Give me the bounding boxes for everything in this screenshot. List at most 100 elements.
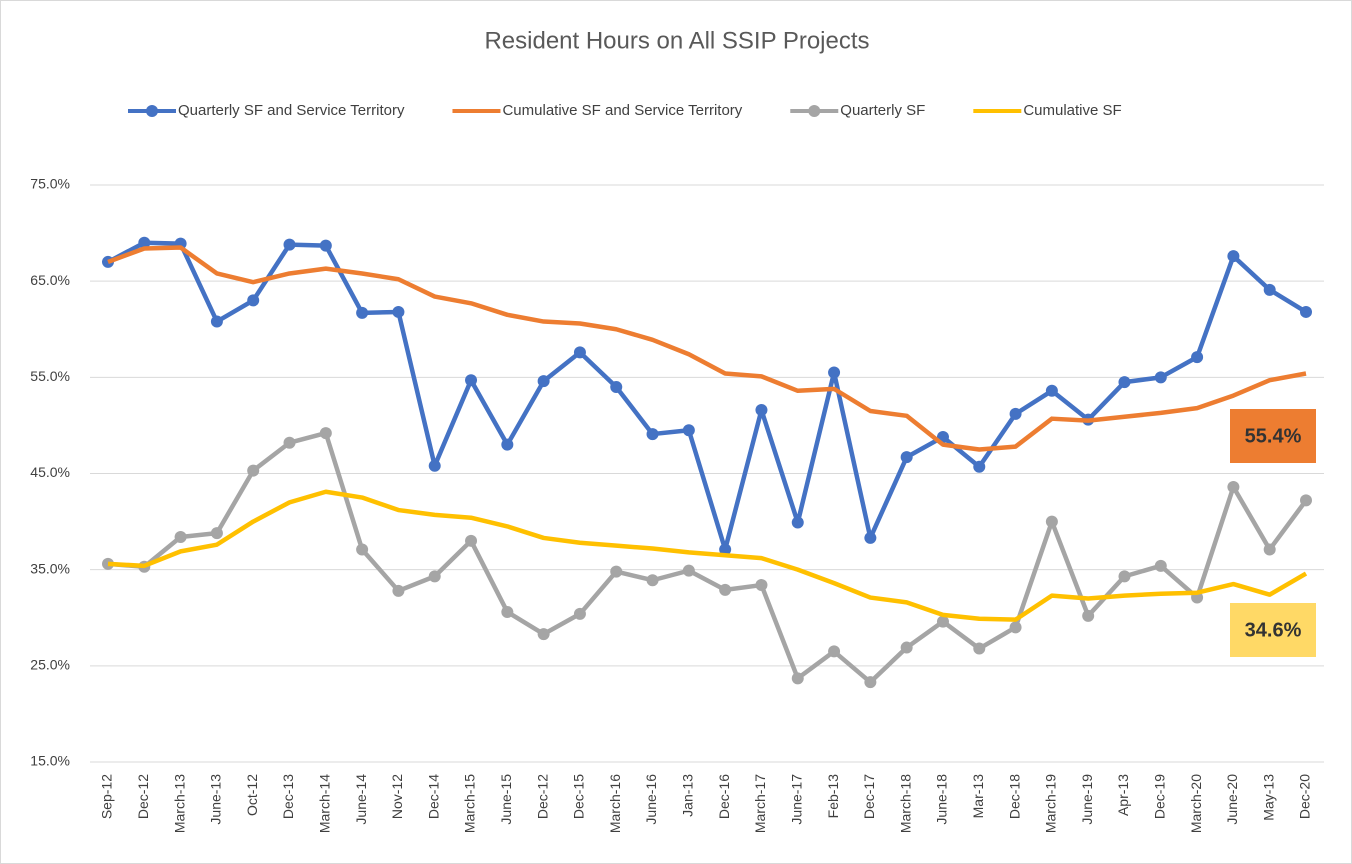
point bbox=[1300, 305, 1312, 318]
x-tick-label: March-16 bbox=[607, 774, 623, 833]
point bbox=[719, 543, 732, 556]
point bbox=[1300, 494, 1312, 507]
annotation-label: 34.6% bbox=[1245, 619, 1302, 641]
point bbox=[319, 239, 332, 252]
x-tick-label: Dec-12 bbox=[534, 774, 550, 819]
x-tick-label: June-16 bbox=[643, 774, 659, 825]
legend-marker bbox=[808, 105, 821, 117]
x-tick-label: March-19 bbox=[1043, 774, 1059, 833]
point bbox=[210, 315, 223, 328]
point bbox=[646, 428, 659, 441]
point bbox=[537, 628, 550, 641]
point bbox=[1009, 621, 1022, 634]
x-tick-label: June-13 bbox=[208, 774, 224, 825]
x-tick-label: Dec-14 bbox=[425, 774, 441, 819]
point bbox=[900, 641, 913, 654]
point bbox=[1082, 609, 1095, 622]
point bbox=[900, 451, 913, 464]
point bbox=[537, 375, 550, 388]
point bbox=[1263, 543, 1276, 556]
point bbox=[864, 676, 877, 689]
y-tick-label: 35.0% bbox=[30, 560, 70, 576]
x-tick-label: Dec-17 bbox=[861, 774, 877, 819]
point bbox=[501, 605, 514, 618]
x-tick-label: June-18 bbox=[934, 774, 950, 825]
x-tick-label: Mar-13 bbox=[970, 774, 986, 819]
point bbox=[682, 564, 695, 577]
point bbox=[356, 306, 369, 319]
x-tick-label: Dec-13 bbox=[280, 774, 296, 819]
y-tick-label: 75.0% bbox=[30, 176, 70, 192]
point bbox=[428, 570, 441, 583]
point bbox=[501, 438, 514, 451]
point bbox=[573, 346, 586, 359]
x-tick-label: Dec-12 bbox=[135, 774, 151, 819]
point bbox=[864, 531, 877, 544]
point bbox=[610, 565, 623, 578]
point bbox=[319, 427, 332, 440]
x-tick-label: Dec-18 bbox=[1006, 774, 1022, 819]
point bbox=[755, 404, 768, 417]
y-tick-label: 65.0% bbox=[30, 272, 70, 288]
point bbox=[828, 645, 841, 658]
legend-label: Quarterly SF and Service Territory bbox=[178, 102, 405, 119]
point bbox=[247, 464, 260, 477]
point bbox=[936, 615, 949, 628]
point bbox=[392, 305, 405, 318]
point bbox=[283, 238, 296, 251]
x-tick-label: March-13 bbox=[171, 774, 187, 833]
point bbox=[356, 543, 369, 556]
x-tick-label: March-18 bbox=[897, 774, 913, 833]
y-tick-label: 45.0% bbox=[30, 464, 70, 480]
point bbox=[973, 642, 986, 655]
x-tick-label: June-14 bbox=[353, 774, 369, 825]
point bbox=[646, 574, 659, 587]
point bbox=[1154, 559, 1167, 572]
y-tick-label: 55.0% bbox=[30, 368, 70, 384]
point bbox=[791, 672, 804, 685]
series-line bbox=[106, 240, 1308, 552]
point bbox=[828, 366, 841, 379]
point bbox=[973, 460, 986, 473]
x-tick-label: June-19 bbox=[1079, 774, 1095, 825]
series-line bbox=[107, 489, 1308, 622]
point bbox=[1009, 407, 1022, 420]
x-tick-label: Dec-15 bbox=[571, 774, 587, 819]
point bbox=[283, 436, 296, 449]
x-tick-label: June-20 bbox=[1224, 774, 1240, 825]
point bbox=[573, 607, 586, 620]
point bbox=[1227, 480, 1240, 493]
point bbox=[210, 527, 223, 540]
point bbox=[682, 424, 695, 437]
annotation-box bbox=[1230, 603, 1316, 657]
point bbox=[610, 380, 623, 393]
x-tick-label: June-15 bbox=[498, 774, 514, 825]
point bbox=[174, 530, 187, 543]
point bbox=[1227, 250, 1240, 263]
x-tick-label: Sep-12 bbox=[99, 774, 115, 819]
point bbox=[719, 583, 732, 596]
x-tick-label: Oct-12 bbox=[244, 774, 260, 816]
point bbox=[465, 374, 478, 387]
x-tick-label: Dec-16 bbox=[716, 774, 732, 819]
point bbox=[1154, 371, 1167, 384]
y-tick-label: 15.0% bbox=[30, 753, 70, 769]
x-tick-label: March-15 bbox=[462, 774, 478, 833]
x-tick-label: Apr-13 bbox=[1115, 774, 1131, 816]
point bbox=[791, 516, 804, 529]
point bbox=[1191, 351, 1204, 364]
legend-label: Quarterly SF bbox=[840, 102, 925, 119]
x-tick-label: Jan-13 bbox=[680, 774, 696, 817]
point bbox=[247, 294, 260, 307]
x-tick-label: June-17 bbox=[788, 774, 804, 825]
point bbox=[1118, 570, 1131, 583]
x-tick-label: Dec-20 bbox=[1297, 774, 1313, 819]
x-tick-label: May-13 bbox=[1260, 774, 1276, 821]
annotation-label: 55.4% bbox=[1245, 425, 1302, 447]
x-tick-label: March-14 bbox=[317, 774, 333, 833]
y-tick-label: 25.0% bbox=[30, 657, 70, 673]
x-tick-label: Feb-13 bbox=[825, 774, 841, 819]
point bbox=[755, 579, 768, 592]
point bbox=[392, 584, 405, 597]
